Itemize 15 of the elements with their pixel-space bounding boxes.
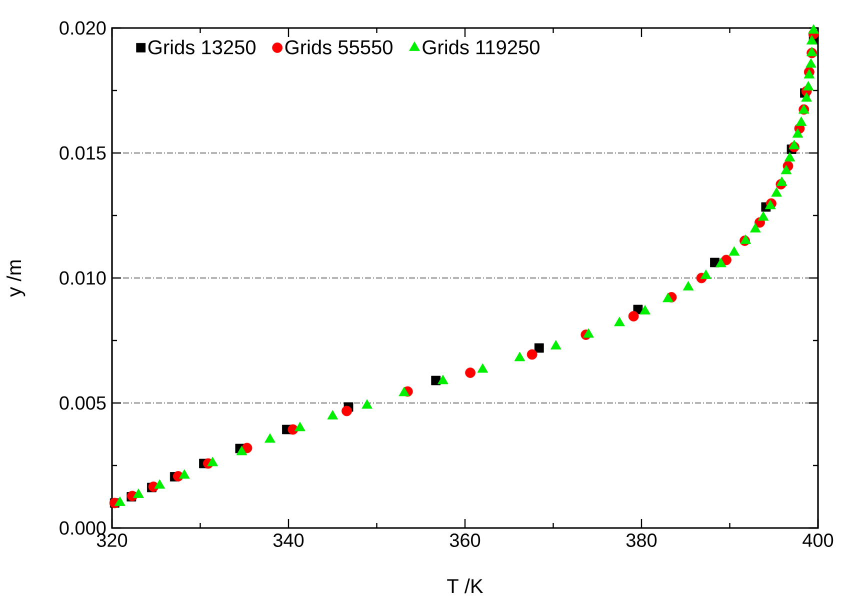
legend-label: Grids 119250 [422, 40, 540, 54]
legend-label: Grids 55550 [285, 40, 392, 54]
x-axis-title: T /K [447, 578, 484, 594]
x-tick-label: 360 [450, 534, 480, 547]
y-tick-label: 0.015 [60, 146, 106, 160]
y-axis-title: y /m [6, 260, 26, 297]
y-tick-label: 0.020 [60, 21, 106, 35]
x-tick-label: 340 [273, 534, 304, 547]
x-tick-label: 320 [96, 534, 128, 547]
y-tick-label: 0.010 [60, 271, 106, 285]
legend-label: Grids 13250 [148, 40, 256, 54]
y-tick-label: 0.005 [60, 396, 106, 410]
y-tick-label: 0.000 [60, 521, 106, 535]
x-tick-label: 400 [802, 534, 834, 547]
x-tick-label: 380 [626, 534, 657, 547]
